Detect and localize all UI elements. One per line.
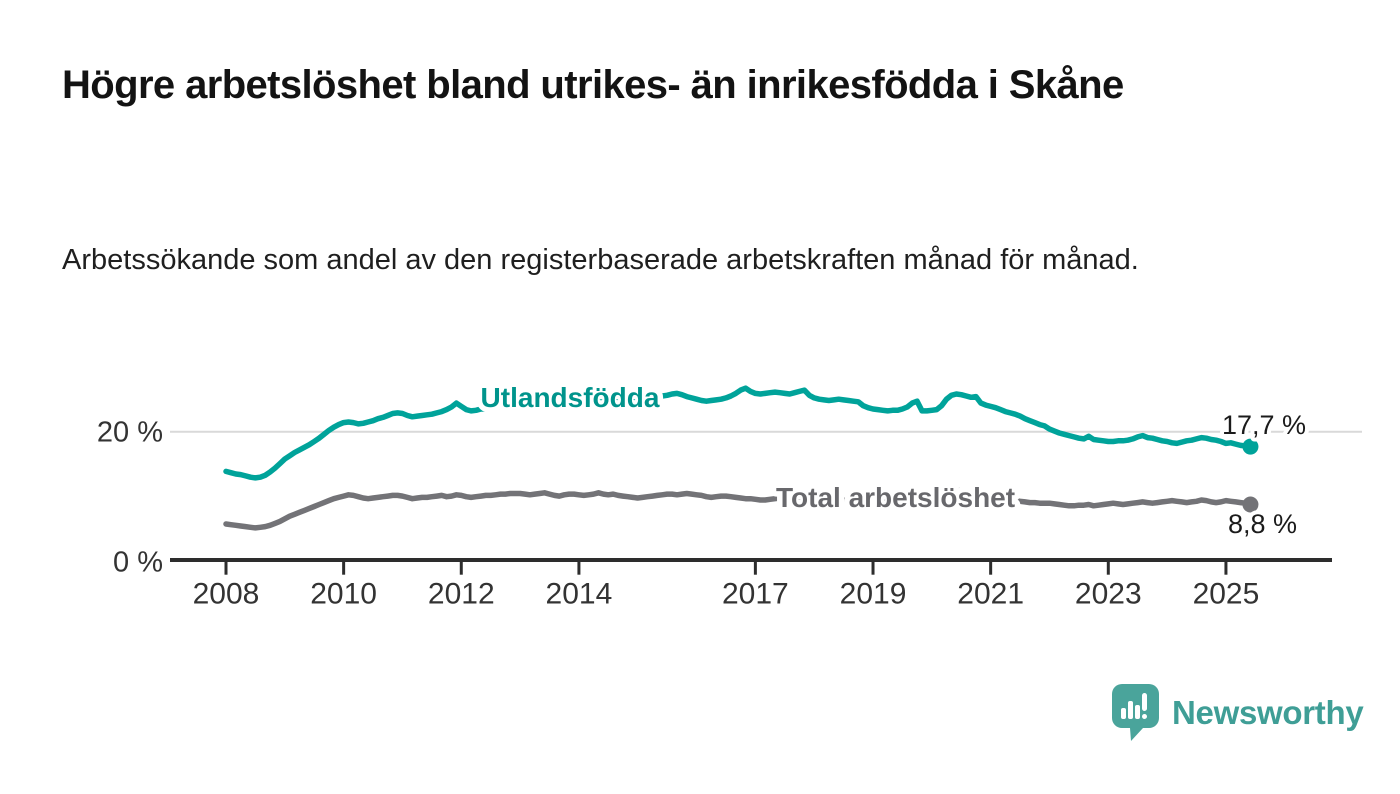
series-line-utlandsfodda bbox=[223, 385, 1254, 481]
series-line-total-arbetsloshet bbox=[223, 487, 1254, 531]
exclamation-bar bbox=[1142, 693, 1147, 711]
end-value-label-total-arbetsloshet: 8,8 % bbox=[1228, 509, 1297, 539]
y-axis-label: 20 % bbox=[97, 417, 163, 449]
end-value-label-utlandsfodda: 17,7 % bbox=[1222, 410, 1306, 440]
x-axis-label: 2014 bbox=[546, 578, 613, 611]
chart-subtitle: Arbetssökande som andel av den registerb… bbox=[62, 244, 1139, 276]
chart-title: Högre arbetslöshet bland utrikes- än inr… bbox=[62, 63, 1124, 107]
x-axis-label: 2025 bbox=[1193, 578, 1260, 611]
series-label-utlandsfodda: Utlandsfödda bbox=[481, 382, 660, 413]
series-label-total-arbetsloshet: Total arbetslöshet bbox=[776, 482, 1015, 513]
newsworthy-logo: Newsworthy bbox=[1112, 684, 1364, 742]
bar-medium bbox=[1135, 705, 1140, 719]
x-axis-label: 2023 bbox=[1075, 578, 1142, 611]
bar-small bbox=[1121, 708, 1126, 719]
logo-text: Newsworthy bbox=[1172, 694, 1364, 731]
x-axis-label: 2008 bbox=[193, 578, 260, 611]
series-end-dot-utlandsfodda bbox=[1242, 438, 1259, 455]
x-axis-label: 2010 bbox=[310, 578, 377, 611]
exclamation-dot bbox=[1142, 714, 1147, 719]
x-axis-label: 2012 bbox=[428, 578, 495, 611]
bar-chart-speech-bubble-icon bbox=[1112, 684, 1159, 741]
y-axis-label: 0 % bbox=[113, 547, 163, 579]
series-end-dot-total-arbetsloshet bbox=[1242, 496, 1259, 513]
bar-tall bbox=[1128, 701, 1133, 719]
x-axis-label: 2021 bbox=[957, 578, 1024, 611]
x-axis-label: 2019 bbox=[840, 578, 907, 611]
x-axis-label: 2017 bbox=[722, 578, 789, 611]
